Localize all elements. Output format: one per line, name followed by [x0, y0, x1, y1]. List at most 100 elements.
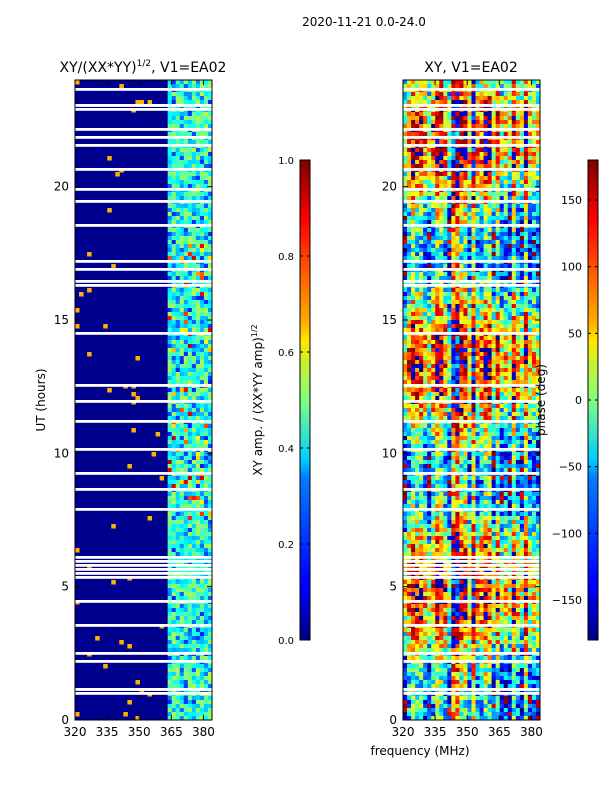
heatmap-cell — [435, 92, 440, 97]
heatmap-cell — [527, 172, 533, 177]
heatmap-cell — [195, 416, 201, 421]
heatmap-cell — [483, 288, 489, 293]
heatmap-cell — [483, 252, 489, 257]
heatmap-cell — [451, 336, 456, 341]
heatmap-cell — [431, 96, 436, 101]
heatmap-cell — [459, 292, 464, 297]
heatmap-cell — [511, 208, 517, 213]
heatmap-cell — [447, 228, 452, 233]
heatmap-cell — [175, 468, 181, 473]
heatmap-cell — [507, 324, 513, 329]
heatmap-cell — [203, 532, 209, 537]
heatmap-cell — [499, 92, 505, 97]
heatmap-cell — [423, 212, 428, 217]
heatmap-cell — [439, 148, 444, 153]
heatmap-cell — [447, 324, 452, 329]
heatmap-cell — [195, 236, 201, 241]
heatmap-cell — [415, 344, 420, 349]
heatmap-cell — [199, 148, 205, 153]
heatmap-cell — [203, 344, 209, 349]
flagged-gap — [75, 280, 212, 283]
heatmap-cell — [403, 228, 408, 233]
heatmap-cell — [535, 256, 540, 261]
heatmap-cell — [199, 520, 205, 525]
heatmap-cell — [407, 192, 412, 197]
heatmap-cell — [199, 548, 205, 553]
heatmap-cell — [199, 532, 205, 537]
heatmap-cell — [499, 212, 505, 217]
heatmap-cell — [487, 364, 493, 369]
heatmap-cell — [475, 312, 481, 317]
heatmap-cell — [463, 256, 468, 261]
heatmap-cell — [403, 252, 408, 257]
heatmap-cell — [519, 240, 525, 245]
heatmap-cell — [439, 160, 444, 165]
heatmap-cell — [179, 172, 185, 177]
heatmap-cell — [427, 336, 432, 341]
heatmap-cell — [183, 80, 189, 85]
heatmap-cell — [179, 648, 185, 653]
heatmap-cell — [503, 360, 509, 365]
heatmap-cell — [187, 344, 193, 349]
heatmap-cell — [171, 264, 177, 269]
flagged-gap — [75, 600, 212, 603]
heatmap-cell — [519, 236, 525, 241]
heatmap-cell — [431, 432, 436, 437]
heatmap-cell — [403, 416, 408, 421]
colorbar-tick-label: 0.4 — [278, 444, 294, 455]
heatmap-cell — [511, 272, 517, 277]
heatmap-cell — [431, 380, 436, 385]
heatmap-cell — [487, 116, 493, 121]
heatmap-cell — [423, 176, 428, 181]
heatmap-cell — [175, 676, 181, 681]
heatmap-cell — [507, 372, 513, 377]
heatmap-cell — [203, 492, 209, 497]
heatmap-cell — [407, 360, 412, 365]
heatmap-cell — [175, 664, 181, 669]
heatmap-cell — [195, 512, 201, 517]
heatmap-cell — [191, 552, 197, 557]
heatmap-cell — [487, 376, 493, 381]
heatmap-cell — [535, 408, 540, 413]
heatmap-cell — [531, 328, 537, 333]
heatmap-cell — [171, 236, 177, 241]
heatmap-cell — [435, 348, 440, 353]
heatmap-cell — [199, 632, 205, 637]
heatmap-cell — [511, 232, 517, 237]
heatmap-cell — [183, 500, 189, 505]
heatmap-cell — [427, 296, 432, 301]
heatmap-cell — [491, 300, 497, 305]
heatmap-cell — [415, 412, 420, 417]
heatmap-cell — [195, 408, 201, 413]
heatmap-cell — [411, 296, 416, 301]
heatmap-cell — [495, 256, 501, 261]
heatmap-cell — [183, 480, 189, 485]
heatmap-cell — [519, 80, 525, 85]
heatmap-cell — [175, 240, 181, 245]
heatmap-cell — [511, 340, 517, 345]
heatmap-cell — [471, 360, 477, 365]
heatmap-cell — [447, 388, 452, 393]
heatmap-cell — [175, 348, 181, 353]
heatmap-cell — [503, 84, 509, 89]
x-tick-label: 365 — [160, 725, 183, 739]
heatmap-cell — [507, 312, 513, 317]
heatmap-cell — [523, 112, 529, 117]
heatmap-cell — [203, 324, 209, 329]
heatmap-cell — [471, 236, 477, 241]
heatmap-cell — [475, 244, 481, 249]
heatmap-cell — [515, 304, 521, 309]
heatmap-cell — [407, 272, 412, 277]
heatmap-cell — [459, 228, 464, 233]
heatmap-cell — [403, 352, 408, 357]
heatmap-cell — [207, 436, 212, 441]
heatmap-cell — [203, 540, 209, 545]
heatmap-cell — [207, 308, 212, 313]
heatmap-cell — [527, 148, 533, 153]
heatmap-cell — [523, 216, 529, 221]
heatmap-cell — [187, 456, 193, 461]
heatmap-cell — [175, 264, 181, 269]
y-tick-label: 5 — [61, 580, 69, 594]
heatmap-cell — [423, 352, 428, 357]
heatmap-cell — [403, 412, 408, 417]
